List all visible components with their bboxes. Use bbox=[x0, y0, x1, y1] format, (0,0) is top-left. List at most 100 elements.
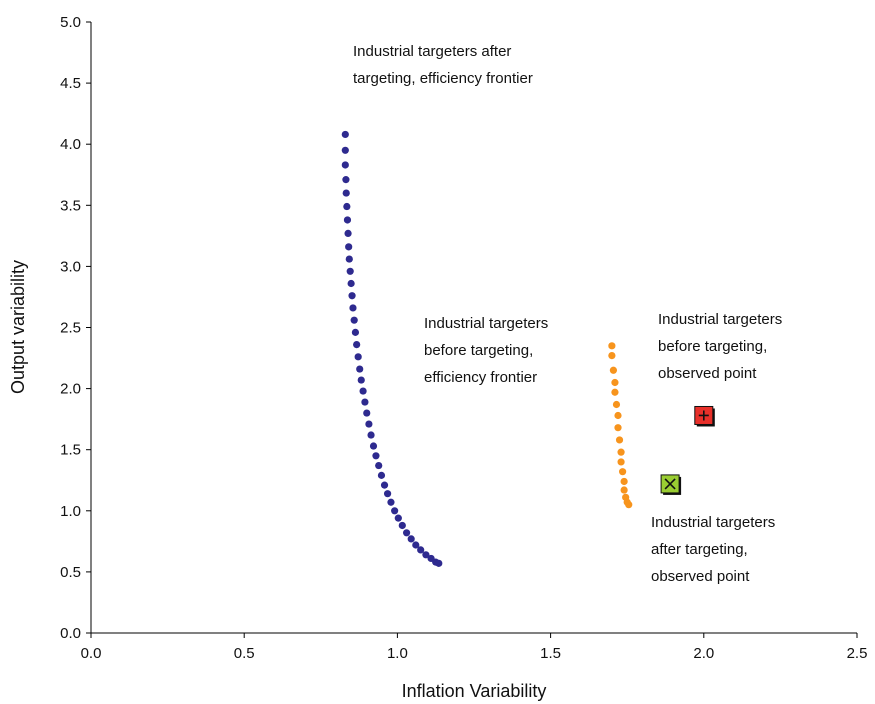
point bbox=[350, 316, 358, 324]
point bbox=[617, 458, 625, 466]
data-point bbox=[359, 387, 367, 395]
x-tick-label: 1.5 bbox=[540, 645, 561, 662]
annotation: after targeting, bbox=[651, 541, 748, 558]
x-tick-label: 2.0 bbox=[693, 645, 714, 662]
point bbox=[343, 202, 351, 211]
annotation: before targeting, bbox=[424, 342, 533, 359]
y-tick-label: 4.0 bbox=[60, 136, 81, 153]
data-point bbox=[422, 551, 430, 559]
point bbox=[611, 378, 619, 387]
point bbox=[342, 189, 350, 197]
y-axis-title: Output variability bbox=[8, 260, 28, 394]
data-point bbox=[412, 541, 420, 549]
point bbox=[367, 431, 375, 439]
point bbox=[356, 365, 364, 373]
point bbox=[342, 176, 350, 184]
y-tick-label: 2.5 bbox=[60, 320, 81, 337]
point bbox=[353, 341, 361, 349]
data-point bbox=[619, 468, 627, 476]
point bbox=[608, 352, 616, 360]
data-point bbox=[365, 420, 373, 428]
data-point bbox=[350, 316, 358, 324]
point bbox=[354, 353, 362, 361]
data-point bbox=[614, 411, 622, 420]
point bbox=[346, 267, 354, 275]
annotation: targeting, efficiency frontier bbox=[353, 70, 533, 87]
y-tick-label: 3.5 bbox=[60, 197, 81, 214]
point bbox=[345, 255, 353, 263]
point bbox=[349, 304, 357, 312]
point bbox=[614, 424, 622, 432]
data-point bbox=[344, 229, 352, 238]
data-point bbox=[372, 452, 380, 460]
point bbox=[394, 514, 402, 522]
point bbox=[391, 507, 399, 515]
point bbox=[341, 130, 349, 139]
data-point bbox=[347, 279, 355, 288]
point bbox=[375, 461, 383, 470]
x-tick-label: 0.5 bbox=[234, 645, 255, 662]
point bbox=[619, 468, 627, 476]
point bbox=[351, 328, 360, 336]
data-point bbox=[611, 388, 619, 396]
data-point bbox=[342, 189, 350, 197]
point bbox=[359, 387, 367, 395]
annotation: observed point bbox=[658, 365, 757, 382]
y-tick-label: 4.5 bbox=[60, 75, 81, 92]
point bbox=[608, 342, 616, 350]
point bbox=[422, 551, 430, 559]
annotation: Industrial targeters bbox=[651, 514, 775, 531]
y-tick-label: 5.0 bbox=[60, 14, 81, 31]
data-point bbox=[377, 471, 386, 479]
point bbox=[383, 490, 392, 498]
data-point bbox=[356, 365, 364, 373]
data-point bbox=[611, 378, 619, 387]
data-point bbox=[609, 366, 618, 374]
data-point bbox=[341, 130, 349, 139]
point bbox=[369, 442, 378, 450]
data-point bbox=[353, 341, 361, 349]
data-point bbox=[343, 202, 351, 211]
point bbox=[402, 529, 411, 537]
data-point bbox=[694, 405, 715, 427]
data-point bbox=[361, 398, 369, 406]
data-point bbox=[612, 400, 621, 409]
data-point bbox=[345, 243, 353, 251]
x-tick-label: 2.5 bbox=[847, 645, 868, 662]
point bbox=[357, 376, 365, 384]
marker-symbol bbox=[698, 410, 709, 421]
data-point bbox=[357, 376, 365, 384]
data-point bbox=[620, 477, 628, 486]
y-tick-label: 1.5 bbox=[60, 442, 81, 459]
data-point bbox=[417, 546, 425, 554]
point bbox=[344, 229, 352, 238]
data-point bbox=[608, 352, 616, 360]
data-point bbox=[625, 501, 633, 509]
data-point bbox=[620, 486, 628, 494]
x-axis-title: Inflation Variability bbox=[402, 681, 547, 701]
data-point bbox=[349, 304, 357, 312]
data-point bbox=[380, 481, 389, 489]
data-point bbox=[341, 146, 349, 154]
annotation: Industrial targeters bbox=[424, 315, 548, 332]
point bbox=[372, 452, 380, 460]
data-point bbox=[351, 328, 360, 336]
data-point bbox=[402, 529, 411, 537]
data-point bbox=[346, 267, 354, 275]
data-point bbox=[660, 474, 682, 495]
data-point bbox=[615, 436, 624, 444]
data-point bbox=[407, 535, 415, 543]
data-point bbox=[387, 498, 395, 506]
point bbox=[363, 409, 371, 417]
marker-symbol bbox=[664, 478, 676, 490]
annotation: observed point bbox=[651, 568, 750, 585]
annotation: efficiency frontier bbox=[424, 369, 537, 386]
point bbox=[609, 366, 618, 374]
data-point bbox=[383, 490, 392, 498]
data-point bbox=[394, 514, 402, 522]
data-point bbox=[375, 461, 383, 470]
y-tick-label: 2.0 bbox=[60, 381, 81, 398]
data-point bbox=[435, 559, 443, 567]
data-point bbox=[342, 176, 350, 184]
